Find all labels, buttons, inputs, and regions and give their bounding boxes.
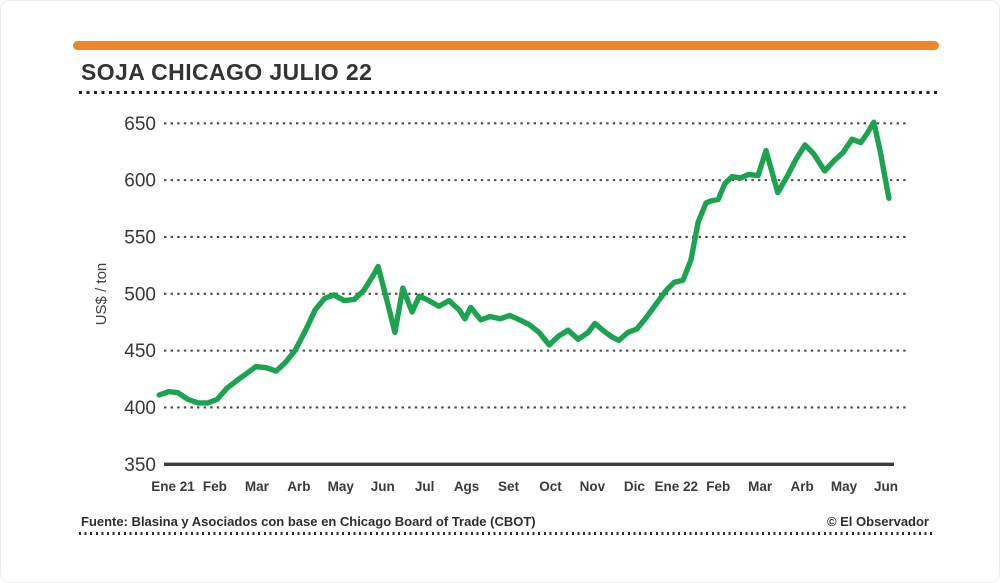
y-tick-label: 350	[124, 455, 156, 476]
y-tick-label: 550	[124, 227, 156, 248]
x-tick-label: Ene 21	[151, 479, 195, 494]
x-tick-label: Oct	[539, 479, 562, 494]
x-tick-label: Mar	[748, 479, 773, 494]
x-tick-label: Jun	[874, 479, 898, 494]
x-tick-label: May	[328, 479, 355, 494]
y-tick-label: 600	[124, 171, 156, 192]
y-tick-label: 650	[124, 114, 156, 135]
footer-dotted-divider	[79, 532, 935, 535]
page-title: SOJA CHICAGO JULIO 22	[81, 59, 373, 85]
x-tick-label: Mar	[245, 479, 270, 494]
x-tick-label: Jun	[371, 479, 395, 494]
accent-bar	[73, 41, 939, 50]
x-tick-label: Set	[498, 479, 520, 494]
price-line	[156, 119, 892, 406]
x-tick-label: Arb	[287, 479, 310, 494]
x-tick-label: Ags	[454, 479, 480, 494]
x-tick-label: Jul	[415, 479, 435, 494]
y-tick-label: 400	[124, 398, 156, 419]
x-tick-label: Feb	[706, 479, 730, 494]
x-tick-label: Nov	[580, 479, 606, 494]
title-dotted-divider	[79, 91, 939, 94]
x-tick-label: Arb	[790, 479, 813, 494]
y-tick-label: 450	[124, 341, 156, 362]
x-tick-label: Ene 22	[655, 479, 699, 494]
y-tick-label: 500	[124, 284, 156, 305]
x-tick-label: Dic	[624, 479, 646, 494]
credit-note: © El Observador	[826, 514, 929, 529]
x-tick-label: May	[831, 479, 858, 494]
x-tick-label: Feb	[203, 479, 227, 494]
source-note: Fuente: Blasina y Asociados con base en …	[81, 514, 536, 529]
